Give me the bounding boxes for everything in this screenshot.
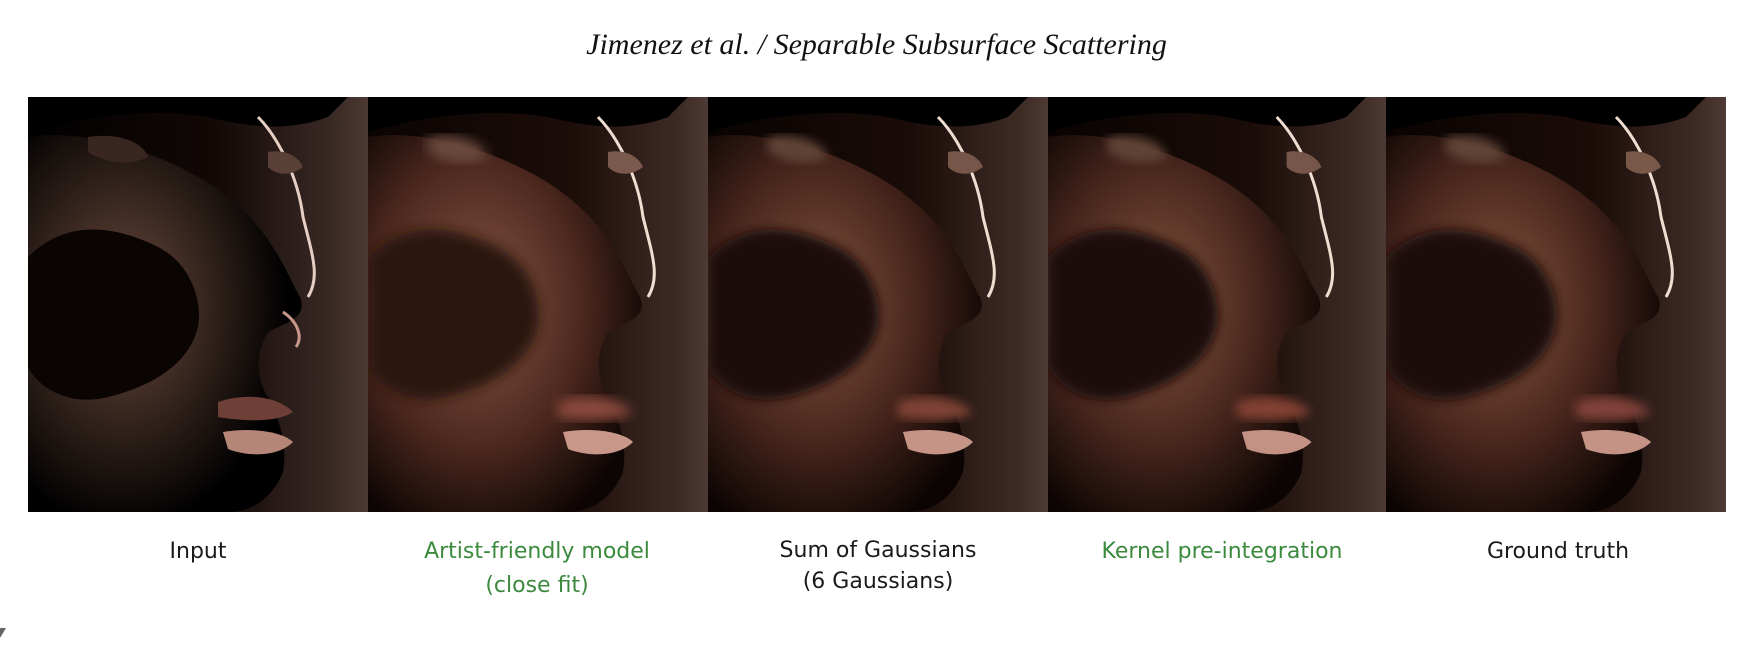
caption-artist-friendly-line2: (close fit): [485, 573, 589, 598]
caption-artist-friendly: Artist-friendly model (close fit): [424, 535, 650, 603]
paper-header: Jimenez et al. / Separable Subsurface Sc…: [586, 28, 1167, 61]
caption-artist-friendly-line1: Artist-friendly model: [424, 539, 650, 564]
caption-sum-of-gaussians-line2: (6 Gaussians): [802, 569, 954, 594]
mouse-cursor-icon: [0, 628, 6, 638]
face-render-artist-friendly: [368, 97, 708, 512]
panel-kernel-pre-integration-image: [1048, 97, 1386, 512]
caption-sum-of-gaussians-line1: Sum of Gaussians: [779, 538, 977, 563]
caption-input-line1: Input: [169, 539, 227, 564]
caption-input: Input: [170, 535, 227, 569]
face-render-input: [28, 97, 368, 512]
face-render-sum-of-gaussians: [708, 97, 1048, 512]
caption-ground-truth: Ground truth: [1487, 535, 1629, 569]
comparison-image-strip: [28, 97, 1726, 512]
panel-input-image: [28, 97, 368, 512]
face-render-ground-truth: [1386, 97, 1726, 512]
caption-kernel-pre-integration-line1: Kernel pre-integration: [1101, 539, 1343, 564]
face-render-kernel-pre-integration: [1048, 97, 1386, 512]
panel-sum-of-gaussians-image: [708, 97, 1048, 512]
caption-ground-truth-line1: Ground truth: [1486, 539, 1630, 564]
panel-ground-truth-image: [1386, 97, 1726, 512]
caption-kernel-pre-integration: Kernel pre-integration: [1102, 535, 1343, 569]
panel-artist-friendly-image: [368, 97, 708, 512]
caption-sum-of-gaussians: Sum of Gaussians (6 Gaussians): [780, 535, 977, 597]
